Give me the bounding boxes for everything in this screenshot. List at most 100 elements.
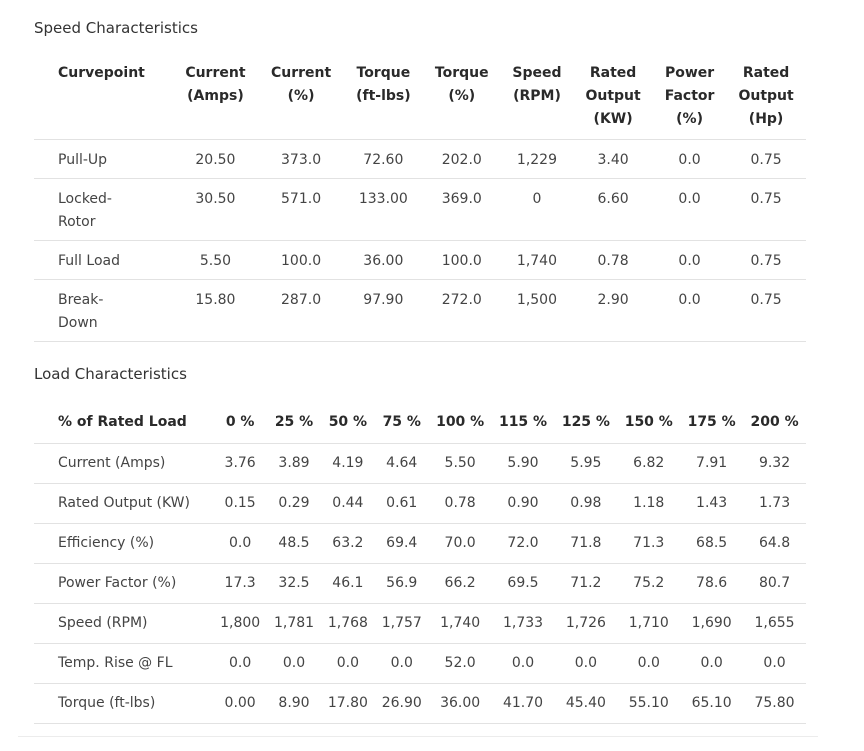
value-cell: 0.98 [554,483,618,524]
value-cell: 0.0 [213,523,268,564]
table-row: Current (Amps) 3.76 3.89 4.19 4.64 5.50 5.90 5.… [34,443,806,484]
value-cell: 41.70 [491,683,555,724]
column-header: Rated Output (Hp) [726,62,806,140]
column-header-line: Rated [589,65,637,81]
value-cell: 1,710 [617,603,681,644]
value-cell: 64.8 [743,523,806,564]
value-cell: 1,690 [680,603,744,644]
curvepoint-label-line: Rotor [58,214,96,230]
column-header-line: Rated [742,65,790,81]
value-cell: 0.0 [652,139,727,179]
value-cell: 0 [500,178,574,241]
curvepoint-cell: Break- Down [34,279,173,342]
value-cell: 7.91 [680,443,744,484]
column-header: 75 % [382,414,421,430]
curvepoint-label-line: Locked- [58,191,112,207]
row-label-cell: Torque (ft-lbs) [34,683,214,724]
value-cell: 2.90 [573,279,653,342]
value-cell: 45.40 [554,683,618,724]
column-header: 175 % [687,414,736,430]
column-header: 125 % [561,414,610,430]
column-header-line: (%) [448,88,476,104]
row-label-cell: Efficiency (%) [34,523,214,564]
value-cell: 30.50 [172,178,259,241]
column-header: Curvepoint [34,62,173,140]
value-cell: 0.29 [267,483,321,524]
value-cell: 15.80 [172,279,259,342]
value-cell: 20.50 [172,139,259,179]
column-header: 200 % [750,414,799,430]
column-header: Power Factor (%) [653,62,726,140]
value-cell: 3.76 [213,443,268,484]
value-cell: 6.60 [573,178,653,241]
value-cell: 48.5 [267,523,321,564]
load-characteristics-title: Load Characteristics [34,365,187,383]
table-row: Rated Output (KW) 0.15 0.29 0.44 0.61 0.78 0.9… [34,483,806,524]
value-cell: 69.5 [491,563,555,604]
value-cell: 5.50 [172,240,259,280]
column-header-line: (KW) [593,111,633,127]
table-row: Break- Down 15.80 287.0 97.90 272.0 1,500 2.90 0… [34,279,806,342]
value-cell: 0.61 [374,483,429,524]
column-header: Speed (RPM) [501,62,573,140]
speed-characteristics-title: Speed Characteristics [34,19,198,37]
value-cell: 287.0 [258,279,344,342]
value-cell: 0.44 [320,483,375,524]
column-header-line: (%) [287,88,315,104]
column-header: 0 % [225,414,255,430]
column-header: Rated Output (KW) [573,62,653,140]
value-cell: 1,740 [428,603,492,644]
value-cell: 1,733 [491,603,555,644]
column-header-line: Current [185,65,246,81]
load-characteristics-table: % of Rated Load 0 % 25 % 50 % 75 % 100 % 115 %… [34,409,806,724]
column-header: 100 % [436,414,485,430]
value-cell: 1.18 [617,483,681,524]
value-cell: 1,740 [500,240,574,280]
value-cell: 0.75 [726,240,806,280]
curvepoint-label-line: Down [58,315,98,331]
value-cell: 0.75 [726,139,806,179]
value-cell: 75.2 [617,563,681,604]
value-cell: 72.60 [343,139,423,179]
value-cell: 0.0 [491,643,555,684]
value-cell: 65.10 [680,683,744,724]
column-header: 150 % [624,414,673,430]
value-cell: 1,757 [374,603,429,644]
column-header-line: Power [664,65,715,81]
table-row: Pull-Up 20.50 373.0 72.60 202.0 1,229 3.40 0.0 0… [34,139,806,179]
value-cell: 1.43 [680,483,744,524]
value-cell: 52.0 [428,643,492,684]
value-cell: 373.0 [258,139,344,179]
row-label-cell: Current (Amps) [34,443,214,484]
value-cell: 0.75 [726,279,806,342]
table-row: Full Load 5.50 100.0 36.00 100.0 1,740 0.78 0.0… [34,240,806,280]
value-cell: 1,768 [320,603,375,644]
value-cell: 3.89 [267,443,321,484]
value-cell: 1,655 [743,603,806,644]
value-cell: 0.0 [374,643,429,684]
column-header: 50 % [328,414,368,430]
value-cell: 3.40 [573,139,653,179]
speed-characteristics-table: Curvepoint Current (Amps) Current (%) Torque (… [34,62,806,342]
row-label-cell: Rated Output (KW) [34,483,214,524]
column-header: Current (Amps) [173,62,259,140]
value-cell: 0.0 [680,643,744,684]
table-row: Power Factor (%) 17.3 32.5 46.1 56.9 66.2 69.5… [34,563,806,604]
column-header-line: (Amps) [187,88,244,104]
table-row: Efficiency (%) 0.0 48.5 63.2 69.4 70.0 72.0 71.… [34,523,806,564]
value-cell: 0.78 [428,483,492,524]
value-cell: 1,229 [500,139,574,179]
value-cell: 0.0 [652,279,727,342]
table-row: Speed (RPM) 1,800 1,781 1,768 1,757 1,740 1,73… [34,603,806,644]
value-cell: 6.82 [617,443,681,484]
column-header-line: (RPM) [513,88,561,104]
column-header-line: Speed [512,65,562,81]
value-cell: 0.0 [652,178,727,241]
table-row: Temp. Rise @ FL 0.0 0.0 0.0 0.0 52.0 0.0 0.0 0.0… [34,643,806,684]
curvepoint-label-line: Full Load [58,253,120,269]
value-cell: 97.90 [343,279,423,342]
column-header: 25 % [274,414,314,430]
value-cell: 0.0 [743,643,806,684]
column-header: Torque (ft-lbs) [344,62,423,140]
value-cell: 63.2 [320,523,375,564]
